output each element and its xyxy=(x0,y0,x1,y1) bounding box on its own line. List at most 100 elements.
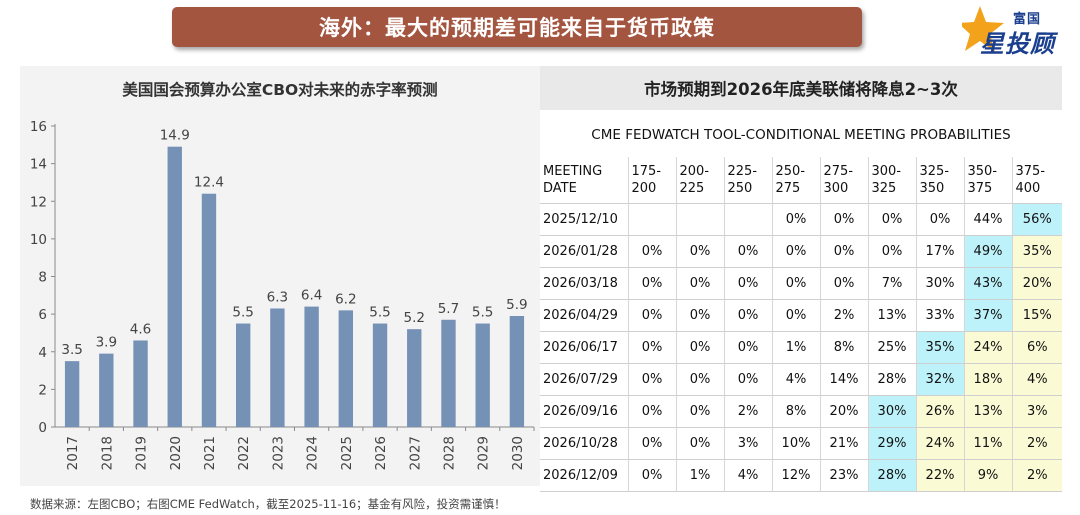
bar-2018 xyxy=(99,353,114,427)
probability-cell: 0% xyxy=(627,299,676,332)
y-tick-label: 2 xyxy=(38,382,47,398)
probability-cell: 20% xyxy=(819,395,868,428)
probability-cell: 0% xyxy=(723,363,772,396)
y-tick-label: 14 xyxy=(30,157,47,173)
probability-cell: 11% xyxy=(963,427,1012,460)
x-tick-label-2020: 2020 xyxy=(168,436,184,470)
probability-cell xyxy=(675,203,724,236)
probability-cell: 32% xyxy=(915,363,964,396)
probability-cell: 0% xyxy=(627,363,676,396)
probability-cell: 14% xyxy=(819,363,868,396)
x-tick-label-2024: 2024 xyxy=(305,436,321,470)
y-tick-label: 4 xyxy=(38,345,47,361)
bar-2020 xyxy=(167,146,182,427)
header-line: 275- xyxy=(823,164,854,179)
probability-cell: 10% xyxy=(771,427,820,460)
probability-cell: 8% xyxy=(819,331,868,364)
header-line: 225 xyxy=(679,181,705,196)
probability-cell: 1% xyxy=(675,459,724,492)
header-line: 225- xyxy=(727,164,758,179)
y-tick-label: 8 xyxy=(38,270,47,286)
header-range-325-350: 325- 350 xyxy=(915,157,964,204)
table-row: 2026/10/28 0% 0% 3% 10% 21% 29% 24% 11% 2% xyxy=(540,427,1062,460)
probability-cell: 30% xyxy=(915,267,964,300)
deficit-bar-chart: 0 2 4 6 8 10 12 14 16 3.5 2017 3.9 2018 4.6 2019 14.9 20… xyxy=(30,119,535,470)
header-range-275-300: 275- 300 xyxy=(819,157,868,204)
chart-title: 美国国会预算办公室CBO对未来的赤字率预测 xyxy=(122,81,438,99)
x-tick-label-2017: 2017 xyxy=(65,436,81,470)
data-label-2025: 6.2 xyxy=(335,291,356,307)
meeting-date-cell: 2025/12/10 xyxy=(540,203,628,236)
data-label-2026: 5.5 xyxy=(369,305,390,321)
x-tick-label-2028: 2028 xyxy=(441,436,457,470)
data-label-2017: 3.5 xyxy=(61,342,82,358)
data-label-2022: 5.5 xyxy=(232,305,253,321)
bar-2028 xyxy=(441,319,456,427)
probability-cell: 43% xyxy=(963,267,1012,300)
probability-cell: 0% xyxy=(627,267,676,300)
probability-cell: 4% xyxy=(723,459,772,492)
x-tick-label-2025: 2025 xyxy=(339,436,355,470)
table-row: 2026/01/28 0% 0% 0% 0% 0% 0% 17% 49% 35% xyxy=(540,235,1062,268)
probability-cell: 0% xyxy=(915,203,964,236)
x-tick-label-2026: 2026 xyxy=(373,436,389,470)
meeting-date-cell: 2026/03/18 xyxy=(540,267,628,300)
header-line: 275 xyxy=(775,181,801,196)
header-line: 375- xyxy=(1015,164,1046,179)
probability-cell: 33% xyxy=(915,299,964,332)
probability-cell: 37% xyxy=(963,299,1012,332)
table-row: 2026/04/29 0% 0% 0% 0% 2% 13% 33% 37% 15% xyxy=(540,299,1062,332)
probability-cell: 0% xyxy=(627,427,676,460)
data-label-2019: 4.6 xyxy=(130,321,151,337)
x-tick-label-2023: 2023 xyxy=(270,436,286,470)
probability-cell: 0% xyxy=(771,299,820,332)
probability-cell: 20% xyxy=(1011,267,1062,300)
probability-cell: 2% xyxy=(723,395,772,428)
probability-cell: 0% xyxy=(675,363,724,396)
probability-cell: 22% xyxy=(915,459,964,492)
probability-cell: 0% xyxy=(819,203,868,236)
probability-table: MEETING DATE 175- 200 200- 225 225- 250 250- 275 2… xyxy=(540,157,1062,492)
probability-cell: 21% xyxy=(819,427,868,460)
bar-2029 xyxy=(475,323,490,427)
probability-cell: 1% xyxy=(771,331,820,364)
probability-cell: 25% xyxy=(867,331,916,364)
bar-2021 xyxy=(201,193,217,427)
data-label-2023: 6.3 xyxy=(267,289,288,305)
header-line: 325- xyxy=(919,164,950,179)
probability-cell: 23% xyxy=(819,459,868,492)
probability-cell: 0% xyxy=(771,203,820,236)
probability-cell: 56% xyxy=(1011,203,1062,236)
bar-2024 xyxy=(304,306,319,427)
probability-cell: 0% xyxy=(627,395,676,428)
probability-cell: 0% xyxy=(723,267,772,300)
data-label-2020: 14.9 xyxy=(160,128,190,144)
header-line: 375 xyxy=(967,181,993,196)
data-label-2029: 5.5 xyxy=(472,305,493,321)
probability-cell: 0% xyxy=(867,235,916,268)
probability-cell: 28% xyxy=(867,459,916,492)
x-tick-label-2018: 2018 xyxy=(99,436,115,470)
header-line: 350- xyxy=(967,164,998,179)
x-tick-label-2027: 2027 xyxy=(407,436,423,470)
probability-cell: 29% xyxy=(867,427,916,460)
header-line: 175- xyxy=(631,164,662,179)
probability-cell: 35% xyxy=(1011,235,1062,268)
table-row: 2026/06/17 0% 0% 0% 1% 8% 25% 35% 24% 6% xyxy=(540,331,1062,364)
meeting-date-cell: 2026/01/28 xyxy=(540,235,628,268)
data-label-2028: 5.7 xyxy=(438,301,459,317)
probability-cell: 49% xyxy=(963,235,1012,268)
bar-2019 xyxy=(133,340,148,427)
table-row: 2026/03/18 0% 0% 0% 0% 0% 7% 30% 43% 20% xyxy=(540,267,1062,300)
probability-cell: 13% xyxy=(867,299,916,332)
x-tick-label-2029: 2029 xyxy=(476,436,492,470)
header-line: 200- xyxy=(679,164,710,179)
probability-cell: 18% xyxy=(963,363,1012,396)
header-range-250-275: 250- 275 xyxy=(771,157,820,204)
data-label-2021: 12.4 xyxy=(194,175,224,191)
data-label-2018: 3.9 xyxy=(96,335,117,351)
header-range-225-250: 225- 250 xyxy=(723,157,772,204)
probability-cell: 44% xyxy=(963,203,1012,236)
probability-cell: 3% xyxy=(1011,395,1062,428)
meeting-date-cell: 2026/09/16 xyxy=(540,395,628,428)
